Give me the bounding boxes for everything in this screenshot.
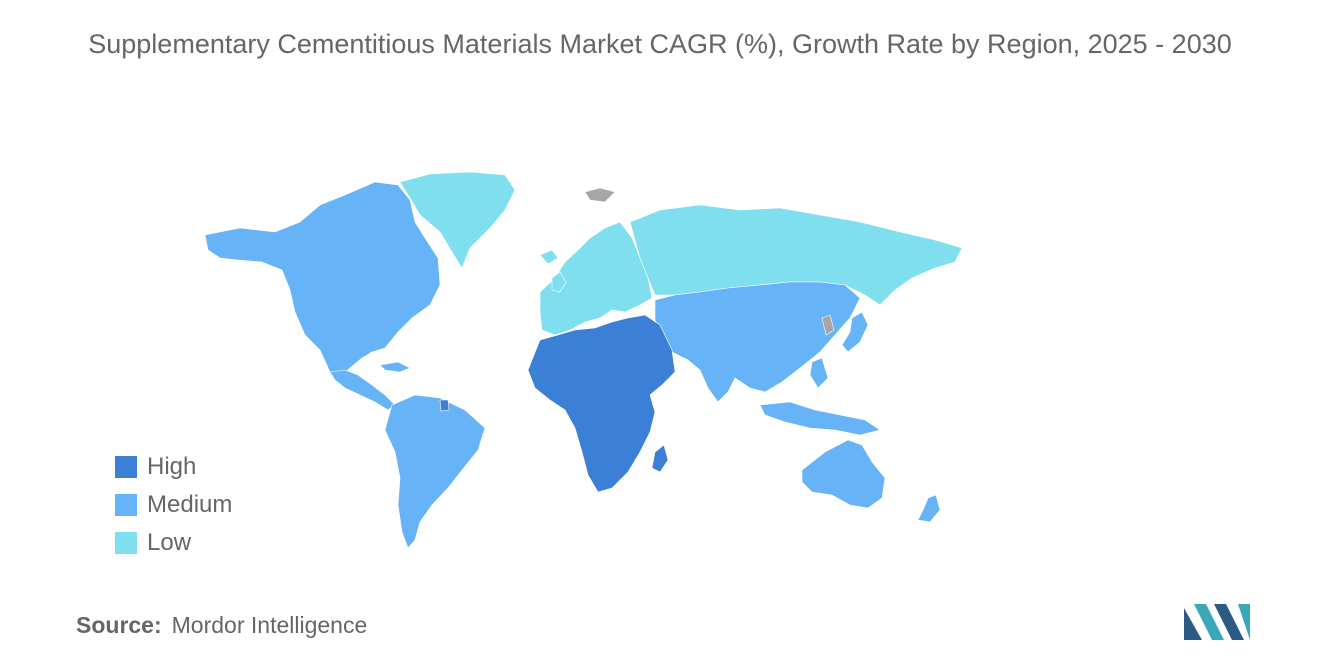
legend-swatch [115, 532, 137, 554]
legend-swatch [115, 494, 137, 516]
mordor-intelligence-logo [1184, 604, 1250, 645]
region-philippines [809, 357, 829, 389]
logo-shape [1238, 604, 1250, 640]
source-value: Mordor Intelligence [171, 612, 368, 638]
region-north-america [204, 181, 441, 379]
legend-swatch [115, 456, 137, 478]
region-central-america [329, 369, 396, 411]
region-greenland [399, 171, 516, 269]
logo-shape [1214, 604, 1244, 640]
region-middle-east-africa [527, 314, 676, 493]
region-southeast-asia-islands [759, 401, 881, 436]
legend-item-medium: Medium [115, 486, 232, 524]
region-south-america [384, 394, 486, 549]
region-french-guiana [439, 399, 450, 412]
source-label: Source: [76, 612, 162, 638]
region-uk [551, 271, 567, 293]
region-europe [539, 221, 653, 336]
region-caribbean [379, 361, 411, 373]
logo-shape [1194, 604, 1224, 640]
region-madagascar [651, 444, 669, 473]
legend-label: Low [147, 529, 192, 556]
legend-item-high: High [115, 448, 232, 486]
legend-item-low: Low [115, 524, 232, 562]
logo-shape [1184, 608, 1202, 640]
legend: High Medium Low [115, 448, 232, 562]
region-japan [841, 311, 869, 353]
region-iceland [539, 249, 559, 265]
region-asia-pacific [654, 281, 861, 403]
region-svalbard [584, 187, 616, 203]
region-new-zealand [917, 494, 941, 523]
legend-label: Medium [147, 491, 233, 518]
source-note: Source: Mordor Intelligence [76, 612, 367, 639]
legend-label: High [147, 453, 197, 480]
region-australia [801, 439, 886, 509]
chart-title: Supplementary Cementitious Materials Mar… [88, 29, 1232, 59]
region-korea [821, 314, 835, 336]
